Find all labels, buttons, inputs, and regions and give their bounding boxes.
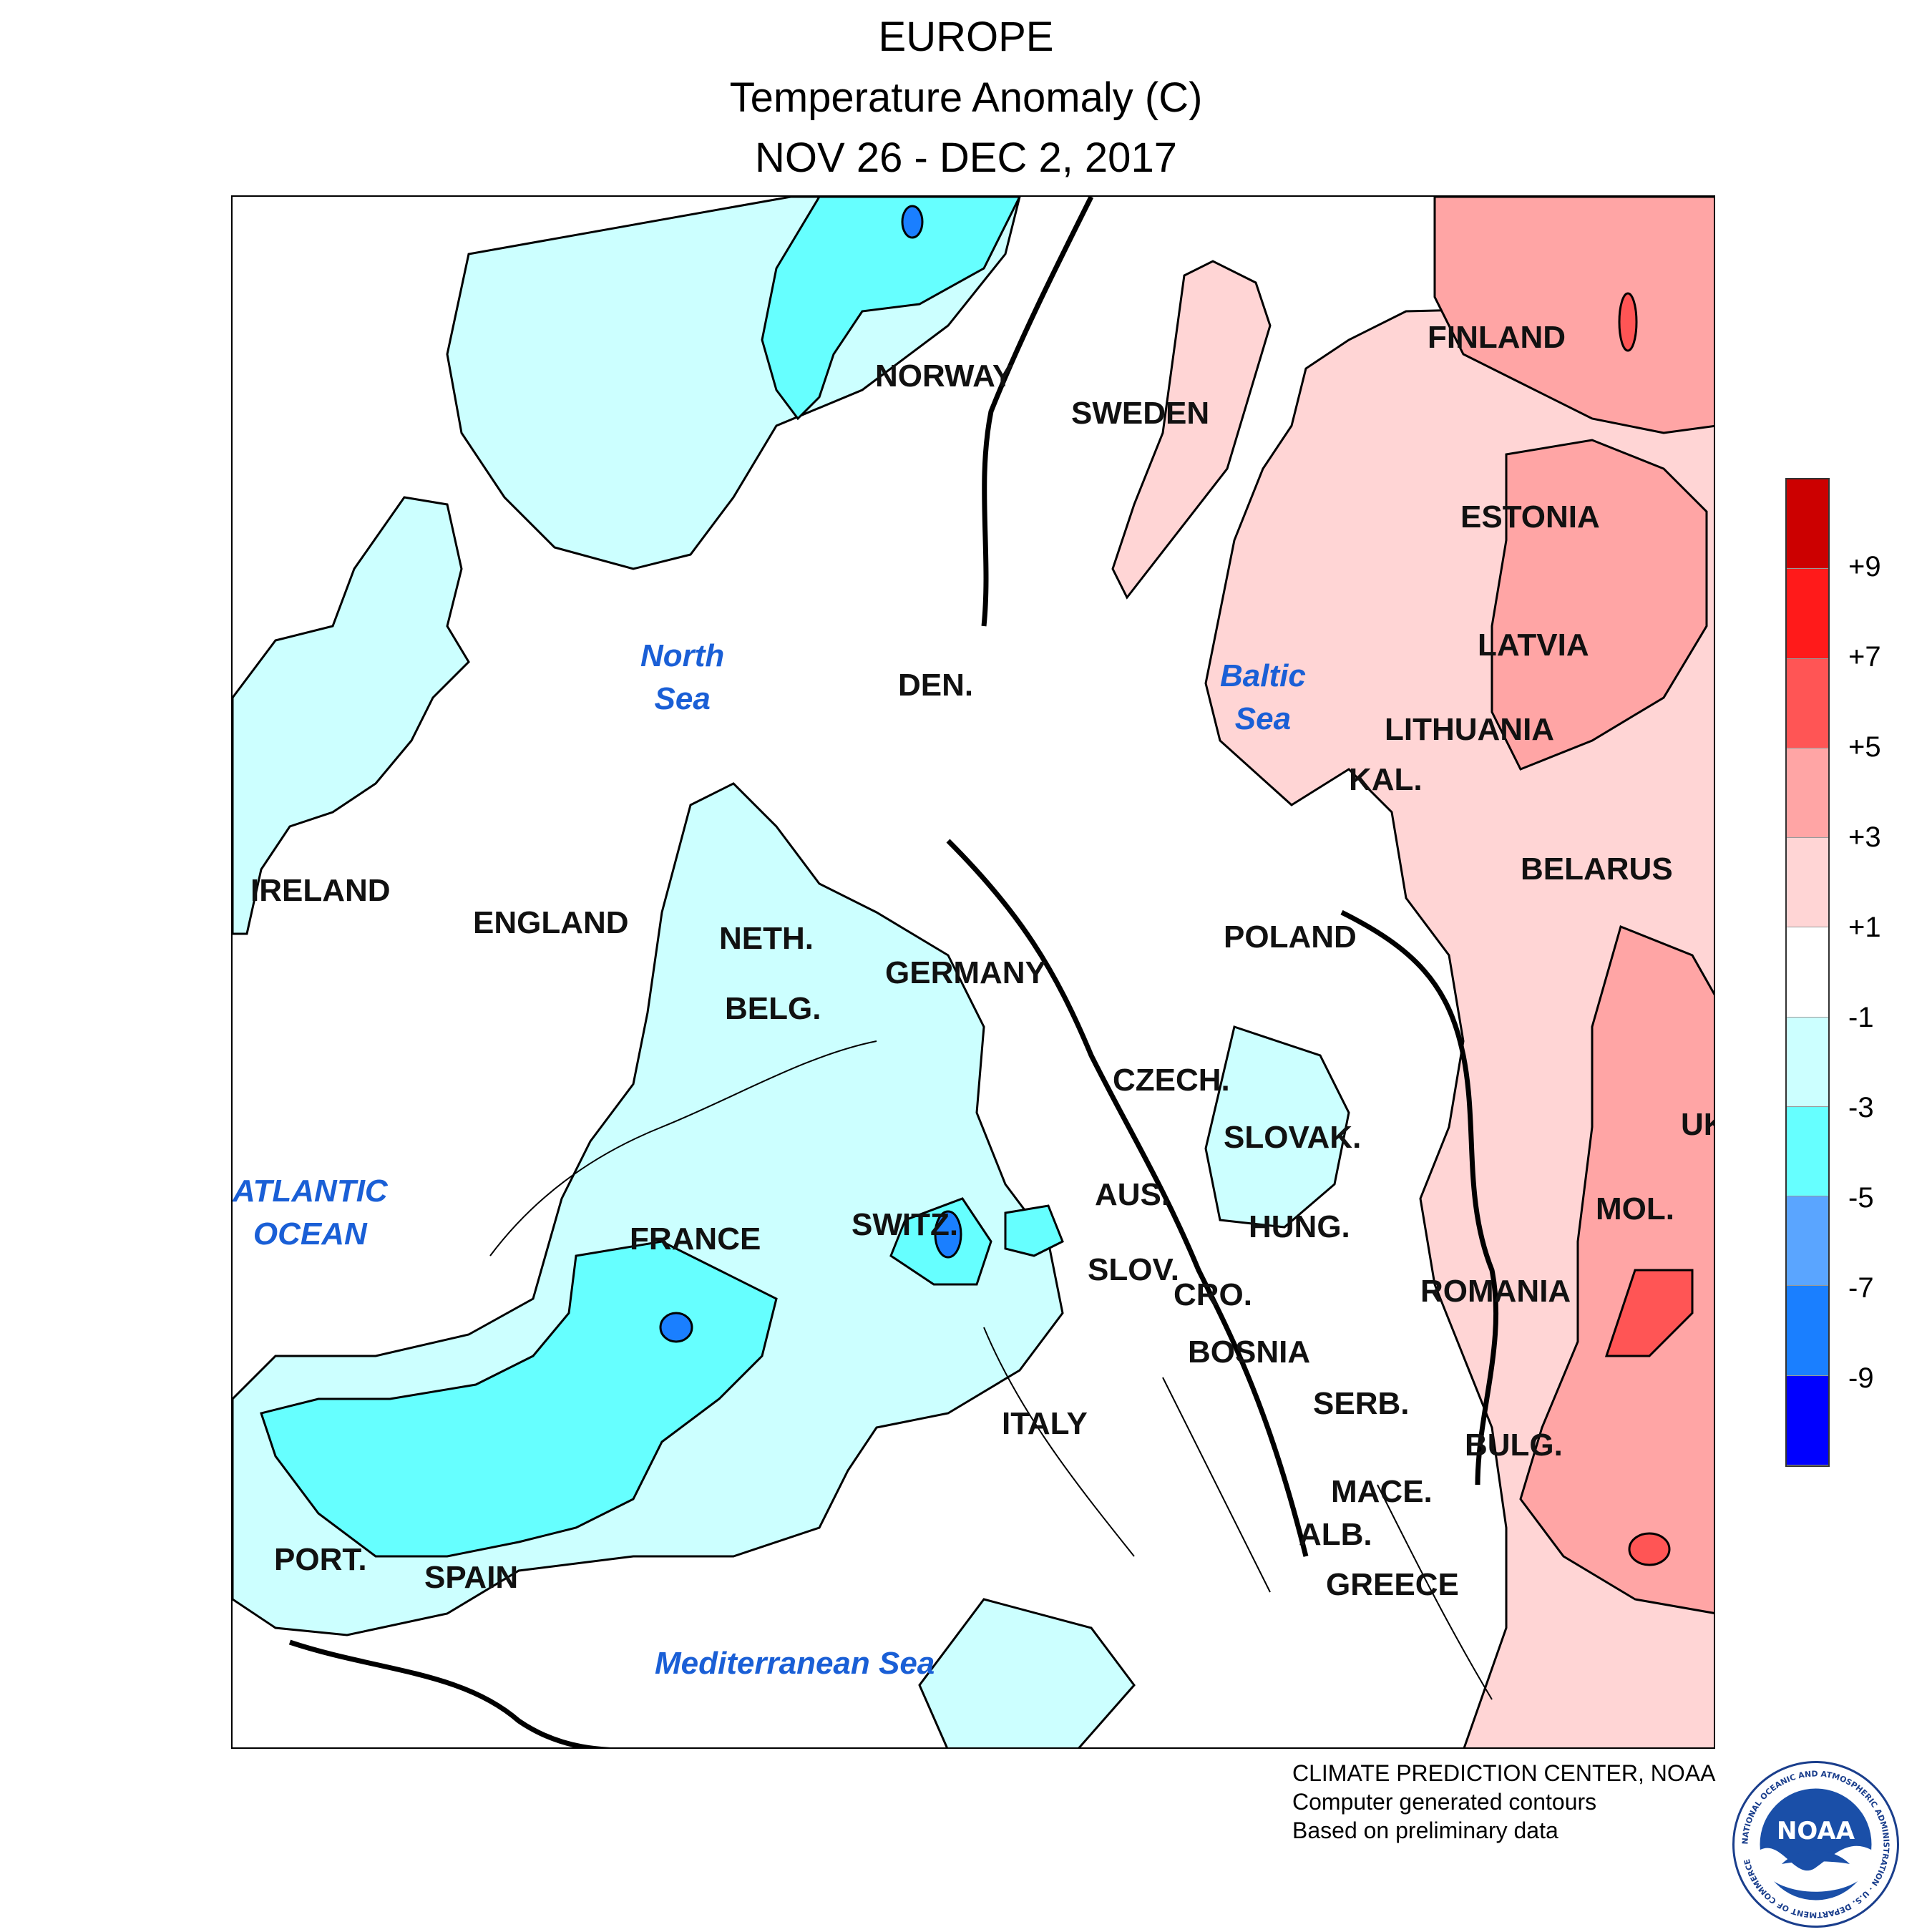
credit-method: Computer generated contours <box>1292 1789 1597 1815</box>
contour-zero-sweden <box>981 197 1094 627</box>
label-estonia: ESTONIA <box>1460 499 1600 535</box>
legend-swatch <box>1787 1286 1828 1376</box>
label-croatia: CRO. <box>1174 1277 1252 1312</box>
legend-label: -7 <box>1848 1272 1874 1304</box>
label-moldova: MOL. <box>1596 1191 1674 1226</box>
label-slovenia: SLOV. <box>1088 1252 1179 1287</box>
legend-label: -3 <box>1848 1092 1874 1123</box>
label-hungary: HUNG. <box>1249 1209 1350 1244</box>
legend-swatch <box>1787 1106 1828 1197</box>
label-albania: ALB. <box>1299 1517 1372 1552</box>
color-scale-legend <box>1785 478 1830 1467</box>
contour-finland-warm <box>1433 197 1714 434</box>
label-bosnia: BOSNIA <box>1188 1335 1311 1370</box>
legend-swatch <box>1787 838 1828 928</box>
legend-swatch <box>1787 658 1828 748</box>
contour-baltic-warm <box>1111 260 1272 600</box>
contour-british-isles <box>233 496 470 935</box>
label-macedonia: MACE. <box>1331 1474 1433 1509</box>
credit-agency: CLIMATE PREDICTION CENTER, NOAA <box>1292 1760 1716 1786</box>
coast-outline <box>489 1040 1493 1700</box>
legend-swatch <box>1787 927 1828 1018</box>
label-germany: GERMANY <box>885 955 1046 990</box>
label-austria: AUS. <box>1095 1177 1171 1212</box>
label-mediterranean-sea: Mediterranean Sea <box>655 1646 935 1681</box>
label-norway: NORWAY <box>875 358 1014 394</box>
label-romania: ROMANIA <box>1420 1274 1571 1309</box>
label-belarus: BELARUS <box>1521 852 1673 887</box>
contour-alps-cold-2 <box>1004 1204 1064 1257</box>
contour-norway-cold <box>761 197 1021 421</box>
label-greece: GREECE <box>1326 1567 1459 1602</box>
noaa-seal-icon: NATIONAL OCEANIC AND ATMOSPHERIC ADMINIS… <box>1732 1761 1899 1928</box>
label-czechia: CZECH. <box>1113 1063 1230 1098</box>
contour-alps-coldest <box>934 1210 962 1259</box>
map-title: EUROPE <box>878 14 1054 60</box>
contour-russia-hottest <box>1618 292 1638 352</box>
label-poland: POLAND <box>1224 919 1357 955</box>
contour-france-coldest <box>659 1312 693 1343</box>
label-baltic-sea: Baltic Sea <box>1220 658 1306 736</box>
label-spain: SPAIN <box>424 1560 519 1595</box>
label-bulgaria: BULG. <box>1465 1428 1563 1463</box>
legend-swatch <box>1787 569 1828 659</box>
label-belgium: BELG. <box>725 991 821 1026</box>
legend-label: +7 <box>1848 641 1881 673</box>
contour-france-cold <box>260 1240 778 1558</box>
contour-ukraine-warm <box>1519 924 1714 1614</box>
legend-label: +3 <box>1848 821 1881 853</box>
label-finland: FINLAND <box>1428 320 1566 355</box>
label-ireland: IRELAND <box>250 873 391 908</box>
label-north-sea: North Sea <box>640 638 725 716</box>
label-lithuania: LITHUANIA <box>1385 712 1555 747</box>
legend-swatch <box>1787 1196 1828 1287</box>
credit-data-note: Based on preliminary data <box>1292 1818 1558 1843</box>
map-variable: Temperature Anomaly (C) <box>729 74 1203 121</box>
label-switzerland: SWITZ. <box>852 1207 959 1242</box>
label-kaliningrad: KAL. <box>1349 762 1423 797</box>
legend-label: -5 <box>1848 1182 1874 1214</box>
label-ukraine: UK <box>1681 1107 1714 1142</box>
legend-label: +5 <box>1848 731 1881 763</box>
contour-turkey-hottest <box>1628 1532 1671 1566</box>
legend-label: -1 <box>1848 1002 1874 1033</box>
legend-label: +9 <box>1848 551 1881 582</box>
legend-swatch <box>1787 1017 1828 1107</box>
contour-zero-central <box>946 839 1309 1557</box>
label-sweden: SWEDEN <box>1071 396 1210 431</box>
label-serbia: SERB. <box>1313 1386 1410 1421</box>
label-england: ENGLAND <box>473 905 629 940</box>
contour-latvia-warm <box>1491 439 1708 771</box>
contour-italy-south <box>918 1598 1136 1747</box>
map-shading <box>233 197 1714 1747</box>
map-period: NOV 26 - DEC 2, 2017 <box>755 135 1177 181</box>
label-netherlands: NETH. <box>719 921 814 956</box>
anomaly-map: NORWAY SWEDEN FINLAND ESTONIA LATVIA LIT… <box>231 195 1715 1749</box>
legend-label: -9 <box>1848 1362 1874 1394</box>
contour-central-europe <box>1204 1025 1350 1229</box>
contour-zero-balkans <box>1340 909 1499 1485</box>
label-france: FRANCE <box>630 1221 761 1257</box>
contour-zero-iberia <box>288 1639 612 1747</box>
legend-label: +1 <box>1848 912 1881 943</box>
legend-swatch <box>1787 748 1828 839</box>
label-denmark: DEN. <box>898 668 974 703</box>
label-italy: ITALY <box>1002 1406 1088 1441</box>
label-portugal: PORT. <box>274 1542 367 1577</box>
label-slovakia: SLOVAK. <box>1224 1120 1362 1155</box>
contour-norway-coldest <box>901 205 924 239</box>
legend-swatch <box>1787 479 1828 570</box>
contour-moldova-hottest <box>1604 1269 1694 1357</box>
logo-text: NOAA <box>1777 1817 1855 1845</box>
label-latvia: LATVIA <box>1478 628 1589 663</box>
label-atlantic-ocean: ATLANTIC OCEAN <box>233 1174 388 1252</box>
legend-swatch <box>1787 1375 1828 1465</box>
